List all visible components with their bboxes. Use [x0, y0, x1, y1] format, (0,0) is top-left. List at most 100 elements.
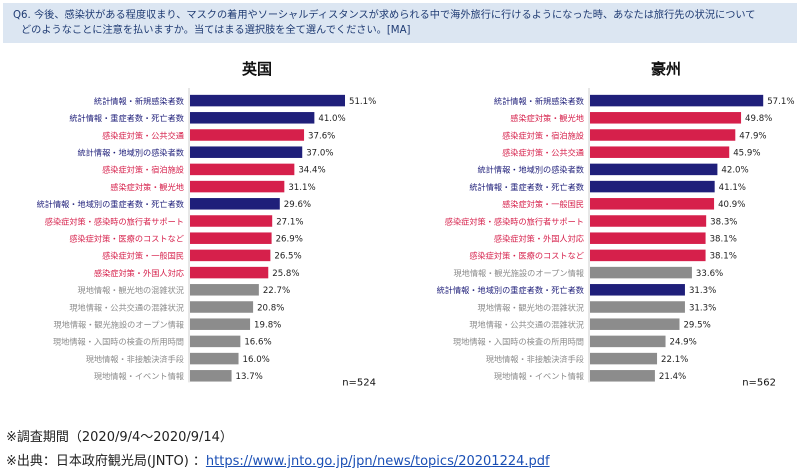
value-label: 57.1% [767, 97, 794, 107]
bar [190, 215, 273, 227]
chart-uk: 英国統計情報・新規感染者数 51.1% 統計情報・重症者数・死亡者数 41.0% 感染症… [4, 58, 396, 388]
value-label: 31.1% [288, 183, 315, 193]
value-label: 38.1% [710, 235, 737, 245]
value-label: 51.1% [349, 97, 376, 107]
value-label: 42.0% [721, 166, 748, 176]
bar [190, 266, 269, 279]
bar [190, 249, 271, 262]
category-label: 現地情報・観光施設のオープン情報 [453, 268, 584, 278]
bar [190, 112, 315, 124]
value-label: 29.6% [284, 200, 311, 210]
chart-title: 英国 [242, 60, 272, 78]
bar [590, 198, 715, 210]
value-label: 47.9% [739, 131, 766, 141]
question-text: Q6. 今後、感染状がある程度収まり、マスクの着用やソーシャルディスタンスが求め… [13, 9, 793, 38]
category-label: 現地情報・イベント情報 [94, 371, 184, 381]
category-label: 現地情報・入国時の検査の所用時間 [53, 337, 184, 347]
question-line-2: どのようなことに注意を払いますか。当てはまる選択肢を全て選んでください。[MA] [21, 24, 411, 36]
category-label: 現地情報・公共交通の混雑状況 [69, 302, 184, 312]
value-label: 40.9% [718, 200, 745, 210]
category-label: 感染症対策・公共交通 [502, 148, 584, 158]
bar [190, 335, 241, 348]
source-line: ※出典：日本政府観光局(JNTO) ：https://www.jnto.go.j… [6, 450, 550, 469]
value-label: 26.5% [274, 252, 301, 262]
value-label: 21.4% [659, 372, 686, 382]
value-label: 16.6% [244, 338, 271, 348]
value-label: 45.9% [733, 149, 760, 159]
category-label: 現地情報・観光地の混雑状況 [478, 302, 584, 312]
source-link[interactable]: https://www.jnto.go.jp/jpn/news/topics/2… [205, 454, 550, 469]
value-label: 41.0% [318, 114, 345, 124]
value-label: 49.8% [745, 114, 772, 124]
category-label: 現地情報・非接触決済手段 [486, 354, 584, 364]
bar [590, 335, 666, 348]
bar [590, 112, 742, 124]
value-label: 38.3% [710, 217, 737, 227]
bar [590, 180, 715, 193]
bar [190, 94, 346, 107]
survey-period: ※調査期間（2020/9/4～2020/9/14） [6, 430, 233, 445]
bar [590, 284, 685, 296]
value-label: 22.1% [661, 355, 688, 365]
category-label: 統計情報・地域別の重症者数・死亡者数 [37, 199, 184, 209]
bar [190, 198, 280, 210]
value-label: 24.9% [670, 338, 697, 348]
category-label: 感染症対策・観光地 [510, 113, 584, 123]
value-label: 37.6% [308, 131, 335, 141]
category-label: 統計情報・新規感染者数 [94, 96, 184, 106]
value-label: 38.1% [710, 252, 737, 262]
bar [590, 370, 655, 382]
chart-title: 豪州 [651, 60, 681, 78]
bar [590, 249, 706, 262]
question-line-1: Q6. 今後、感染状がある程度収まり、マスクの着用やソーシャルディスタンスが求め… [13, 10, 756, 21]
category-label: 統計情報・地域別の感染者数 [78, 148, 184, 158]
value-label: 27.1% [276, 217, 303, 227]
bar [190, 232, 272, 244]
value-label: 34.4% [298, 166, 325, 176]
value-label: 41.1% [719, 183, 746, 193]
value-label: 13.7% [236, 372, 263, 382]
category-label: 現地情報・公共交通の混雑状況 [469, 320, 584, 330]
bar [590, 146, 730, 158]
bar [190, 318, 251, 330]
value-label: 31.3% [689, 303, 716, 313]
value-label: 26.9% [276, 235, 303, 245]
category-label: 現地情報・入国時の検査の所用時間 [453, 337, 584, 347]
category-label: 感染症対策・公共交通 [102, 130, 184, 140]
bar [190, 284, 259, 296]
question-box: Q6. 今後、感染状がある程度収まり、マスクの着用やソーシャルディスタンスが求め… [3, 3, 797, 43]
bar [190, 370, 232, 382]
category-label: 感染症対策・感染時の旅行者サポート [45, 216, 184, 226]
category-label: 感染症対策・観光地 [110, 182, 184, 192]
value-label: 20.8% [257, 303, 284, 313]
category-label: 統計情報・重症者数・死亡者数 [69, 113, 184, 123]
category-label: 統計情報・重症者数・死亡者数 [469, 182, 584, 192]
source-prefix: ※出典：日本政府観光局(JNTO) ： [6, 454, 206, 469]
value-label: 31.3% [689, 286, 716, 296]
category-label: 感染症対策・宿泊施設 [102, 165, 184, 175]
category-label: 感染症対策・宿泊施設 [502, 130, 584, 140]
value-label: 16.0% [243, 355, 270, 365]
bar [590, 215, 707, 227]
bar [190, 180, 285, 193]
bar [590, 232, 706, 244]
category-label: 現地情報・非接触決済手段 [86, 354, 184, 364]
category-label: 統計情報・地域別の重症者数・死亡者数 [437, 285, 584, 295]
bar [590, 94, 764, 107]
bar [590, 352, 658, 365]
bar [590, 318, 680, 330]
category-label: 現地情報・観光地の混雑状況 [78, 285, 184, 295]
category-label: 感染症対策・感染時の旅行者サポート [445, 216, 584, 226]
value-label: 33.6% [696, 269, 723, 279]
sample-size-label: n=524 [342, 377, 376, 388]
value-label: 19.8% [254, 321, 281, 331]
bar [190, 301, 254, 313]
bar [190, 352, 239, 365]
category-label: 統計情報・新規感染者数 [494, 96, 584, 106]
bar [590, 163, 718, 176]
bar [190, 146, 303, 158]
category-label: 感染症対策・外国人対応 [94, 268, 184, 278]
bar [590, 301, 685, 313]
